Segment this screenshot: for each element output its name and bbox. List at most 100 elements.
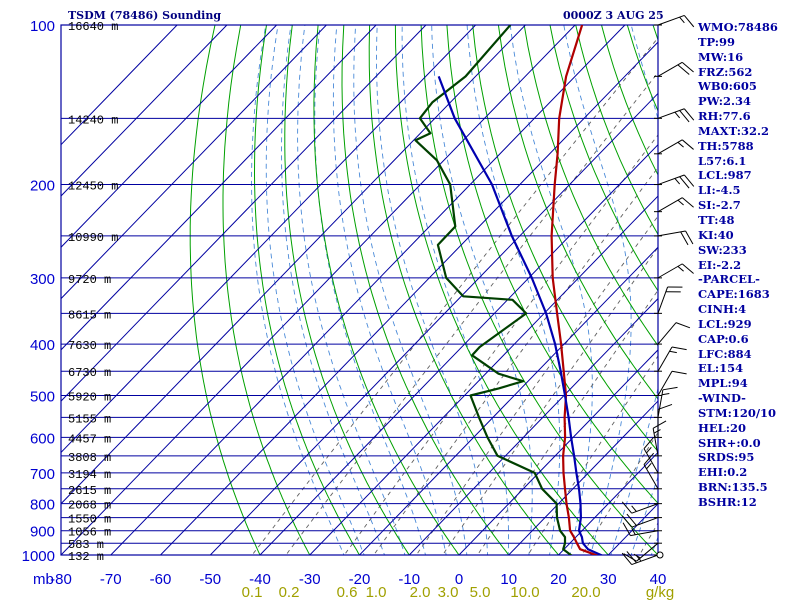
- wind-barb-staff: [657, 370, 673, 396]
- index-item: FRZ:562: [698, 64, 753, 79]
- wind-barb-feather: [643, 436, 655, 449]
- pressure-tick-label: 1000: [22, 548, 55, 565]
- wind-barb-staff: [643, 464, 659, 490]
- wind-barb-feather: [662, 386, 678, 391]
- height-label: 16640 m: [68, 20, 118, 34]
- pressure-tick-label: 600: [30, 430, 55, 447]
- wind-barb: [643, 436, 662, 474]
- wind-barb-half-feather: [653, 429, 661, 434]
- dewpoint-trace: [414, 25, 573, 555]
- mixing-ratio-label: 10.0: [510, 584, 539, 600]
- index-item: L57:6.1: [698, 153, 747, 168]
- wind-barb-feather: [621, 501, 633, 514]
- index-item: WB0:605: [698, 79, 757, 94]
- height-label: 5920 m: [68, 390, 111, 404]
- temperature-tick-label: -10: [398, 571, 420, 588]
- wind-barb-half-feather: [633, 553, 641, 559]
- wind-barb: [652, 420, 667, 457]
- index-item: LI:-4.5: [698, 183, 741, 198]
- mixing-ratio-line: [442, 246, 658, 555]
- wind-barb-staff: [657, 346, 673, 372]
- index-item: CINH:4: [698, 302, 747, 317]
- height-label: 3194 m: [68, 468, 111, 482]
- wind-barb: [623, 542, 662, 562]
- index-item: -WIND-: [698, 391, 746, 406]
- wind-barb-feather: [671, 346, 687, 351]
- moist-adiabat: [265, 25, 365, 555]
- sounding-traces: [414, 25, 664, 559]
- grid-clip-group: [61, 25, 658, 555]
- wind-barb-half-feather: [631, 505, 637, 512]
- height-label: 132 m: [68, 550, 104, 564]
- wind-barb-half-feather: [674, 111, 681, 119]
- wind-barb-staff: [657, 108, 685, 119]
- pressure-tick-label: 900: [30, 524, 55, 541]
- mixing-ratio-line: [415, 215, 658, 555]
- temperature-tick-label: -60: [150, 571, 172, 588]
- isotherm-line: [359, 246, 658, 555]
- height-label: 14240 m: [68, 113, 118, 127]
- index-item: WMO:78486: [698, 20, 778, 34]
- index-item: LCL:929: [698, 316, 752, 331]
- moist-adiabat: [563, 25, 632, 555]
- wind-barb: [622, 522, 662, 537]
- mixing-ratio-line: [285, 71, 658, 555]
- chart-grid: [60, 24, 659, 556]
- height-label: 10990 m: [68, 231, 118, 245]
- dry-adiabat: [341, 25, 510, 555]
- dry-adiabat: [284, 25, 410, 555]
- height-label: 3808 m: [68, 451, 111, 465]
- moist-adiabat: [466, 25, 561, 555]
- wind-barb: [621, 501, 662, 514]
- isotherm-line: [61, 25, 576, 555]
- dry-adiabat: [222, 25, 311, 555]
- pressure-tick-label: 100: [30, 18, 55, 35]
- temperature-tick-label: 10: [500, 571, 517, 588]
- index-item: BSHR:12: [698, 495, 757, 509]
- index-item: SRDS:95: [698, 450, 755, 465]
- wind-barb-feather: [681, 139, 694, 150]
- mixing-ratio-label: 20.0: [571, 584, 600, 600]
- isotherm-line: [408, 297, 658, 555]
- isotherm-line: [309, 195, 658, 555]
- height-label: 6730 m: [68, 366, 111, 380]
- wind-barb-feather: [621, 515, 633, 528]
- index-item: EL:154: [698, 361, 744, 376]
- temperature-tick-label: -30: [299, 571, 321, 588]
- dry-adiabat: [189, 25, 261, 555]
- mixing-ratio-label: 3.0: [438, 584, 459, 600]
- wind-barb-staff: [657, 174, 685, 186]
- wind-barb: [654, 197, 694, 213]
- temperature-tick-label: 40: [650, 571, 667, 588]
- wind-barb-feather: [643, 452, 655, 465]
- isotherm-line: [61, 25, 377, 351]
- wind-barb-staff: [657, 139, 683, 155]
- temperature-tick-label: 20: [550, 571, 567, 588]
- wind-barb: [654, 403, 673, 438]
- wind-barb-feather: [675, 322, 691, 329]
- mixing-ratio-line: [251, 37, 658, 555]
- wind-barb: [654, 322, 691, 345]
- index-item: LFC:884: [698, 346, 752, 361]
- wind-barb-staff: [657, 286, 669, 314]
- wind-barb-feather: [626, 513, 637, 526]
- height-label: 8615 m: [68, 308, 111, 322]
- wind-barb: [654, 174, 695, 189]
- wind-barb: [654, 230, 694, 246]
- wind-barb-half-feather: [677, 141, 684, 148]
- temperature-tick-label: -40: [249, 571, 271, 588]
- wind-barb-half-feather: [674, 178, 681, 185]
- wind-barb-feather: [683, 174, 695, 187]
- isotherm-line: [209, 92, 658, 555]
- wind-barb-staff: [657, 197, 683, 213]
- isotherm-line: [61, 25, 228, 197]
- mixing-ratio-label: 0.6: [337, 584, 358, 600]
- height-label: 5155 m: [68, 412, 111, 426]
- temperature-tick-label: -20: [349, 571, 371, 588]
- mixing-ratio-line: [343, 134, 658, 555]
- wind-barb-half-feather: [677, 199, 684, 206]
- isotherm-line: [508, 400, 658, 555]
- index-item: EI:-2.2: [698, 257, 742, 272]
